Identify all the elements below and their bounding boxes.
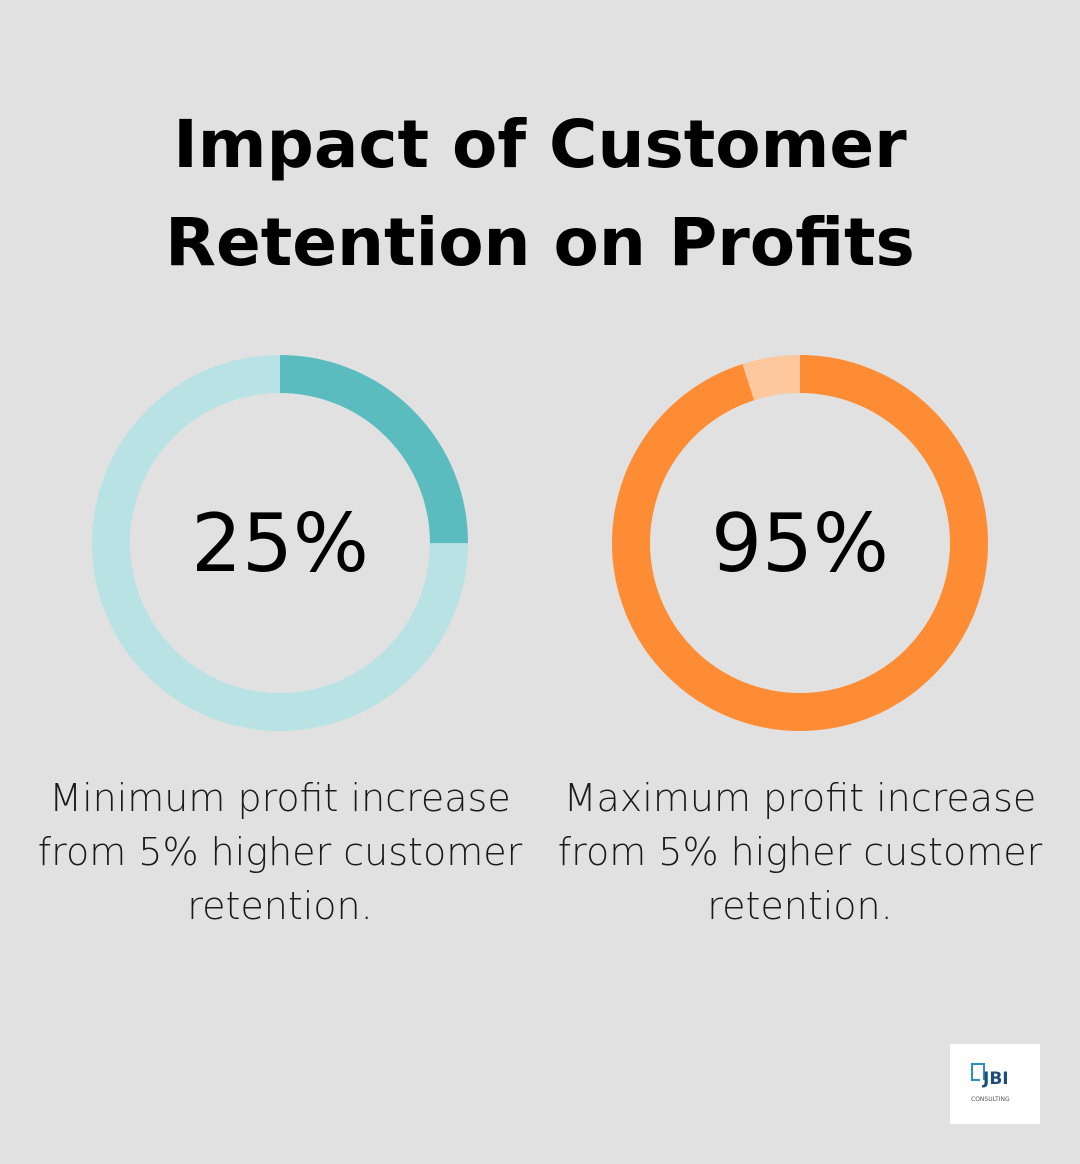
- donut-chart-maximum: 95%: [612, 355, 988, 731]
- donut-svg: [612, 355, 988, 731]
- donut-value-arc: [612, 355, 988, 731]
- donut-description: Maximum profit increase from 5% higher c…: [557, 776, 1043, 928]
- donut-svg: [92, 355, 468, 731]
- donut-value-arc: [92, 355, 468, 731]
- svg-text:JBI: JBI: [982, 1069, 1009, 1089]
- svg-text:CONSULTING: CONSULTING: [971, 1096, 1010, 1103]
- jbi-consulting-logo: JBI CONSULTING: [950, 1044, 1040, 1124]
- donut-chart-minimum: 25%: [92, 355, 468, 731]
- donut-description: Minimum profit increase from 5% higher c…: [37, 776, 523, 928]
- donut-percentage-label: 95%: [711, 496, 889, 590]
- donut-percentage-label: 25%: [191, 496, 369, 590]
- page-title: Impact of Customer Retention on Profits: [165, 106, 915, 281]
